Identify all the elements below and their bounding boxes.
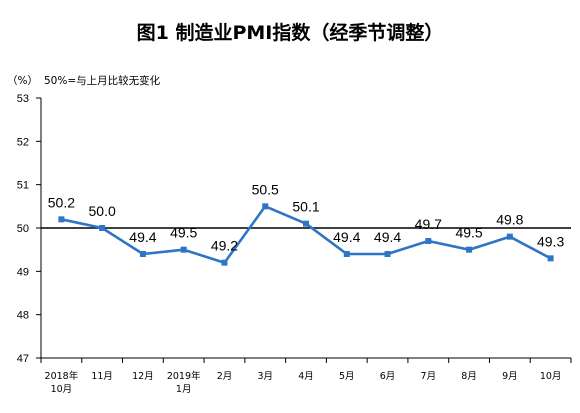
- x-tick-label: 11月: [91, 371, 113, 382]
- data-point: [506, 233, 513, 240]
- x-tick-label-line: 7月: [421, 371, 437, 382]
- data-point: [99, 225, 106, 231]
- x-tick-label: 6月: [380, 371, 396, 382]
- data-label: 49.4: [333, 229, 360, 245]
- data-point: [139, 251, 146, 257]
- x-tick-label: 12月: [132, 371, 154, 382]
- x-tick-label-line: 10月: [540, 371, 562, 382]
- data-point: [425, 238, 432, 244]
- y-tick-label: 47: [17, 353, 29, 365]
- data-point: [547, 255, 554, 262]
- x-tick-label: 8月: [461, 371, 477, 382]
- reference-note: 50%=与上月比较无变化: [44, 74, 161, 87]
- x-tick-label: 9月: [502, 371, 518, 382]
- data-label: 50.2: [48, 194, 75, 210]
- x-tick-label: 2019年 1月: [167, 370, 201, 395]
- x-tick-label: 10月: [540, 371, 562, 382]
- x-tick-label: 7月: [421, 371, 437, 382]
- data-point: [58, 216, 65, 223]
- data-point: [221, 259, 228, 266]
- data-label: 50.0: [89, 203, 116, 219]
- unit-label: （%）: [7, 75, 38, 87]
- data-label: 49.8: [496, 212, 523, 228]
- data-point: [303, 220, 309, 227]
- x-tick-label-line: 5月: [339, 371, 355, 382]
- data-label: 50.5: [252, 181, 279, 197]
- x-tick-label-line: 6月: [380, 371, 396, 382]
- data-point: [180, 246, 187, 253]
- data-label: 49.4: [374, 229, 401, 245]
- y-tick-label: 52: [17, 136, 29, 148]
- series-group: [58, 203, 554, 266]
- y-tick-label: 49: [17, 266, 29, 278]
- x-tick-label-line: 8月: [461, 371, 477, 382]
- x-tick-group: 2018年 10月 11月 12月 2019年 1月 2月 3月 4月 5月 6月 7月 8月 9月 10月: [40, 358, 572, 395]
- x-tick-label-line: 10月: [51, 384, 73, 395]
- data-label: 49.7: [415, 216, 442, 232]
- x-tick-label-line: 12月: [132, 371, 154, 382]
- x-tick-label: 2月: [217, 371, 233, 382]
- x-tick-label: 3月: [257, 371, 273, 382]
- x-tick-label: 4月: [298, 371, 314, 382]
- data-label: 49.5: [455, 225, 482, 241]
- x-tick-label-line: 2月: [217, 371, 233, 382]
- y-tick-label: 48: [17, 310, 29, 322]
- x-tick-label-line: 1月: [176, 384, 192, 395]
- x-tick-label-line: 11月: [91, 371, 113, 382]
- y-tick-label: 53: [17, 93, 29, 105]
- x-tick-label: 2018年 10月: [45, 370, 79, 395]
- x-tick-label-line: 2019年: [167, 370, 201, 382]
- x-tick-label-line: 4月: [298, 371, 314, 382]
- data-label-group: 50.2 50.0 49.4 49.5 49.2 50.5 50.1 49.4 49.4 49.7…: [48, 181, 565, 253]
- data-point: [343, 251, 350, 257]
- data-label: 50.1: [292, 199, 319, 215]
- x-tick-label-line: 2018年: [45, 370, 79, 382]
- data-label: 49.2: [211, 238, 238, 254]
- data-point: [384, 251, 391, 257]
- data-label: 49.5: [170, 225, 197, 241]
- data-label: 49.4: [129, 229, 156, 245]
- data-point: [262, 203, 269, 210]
- chart-title: 图1 制造业PMI指数（经季节调整）: [137, 21, 444, 44]
- x-tick-label-line: 3月: [257, 371, 273, 382]
- data-label: 49.3: [537, 233, 564, 249]
- y-tick-label: 51: [17, 180, 29, 192]
- data-point: [466, 246, 473, 253]
- x-tick-label: 5月: [339, 371, 355, 382]
- y-tick-label: 50: [17, 223, 29, 235]
- x-tick-label-line: 9月: [502, 371, 518, 382]
- y-tick-group: 47 48 49 50 51 52 53: [17, 93, 41, 365]
